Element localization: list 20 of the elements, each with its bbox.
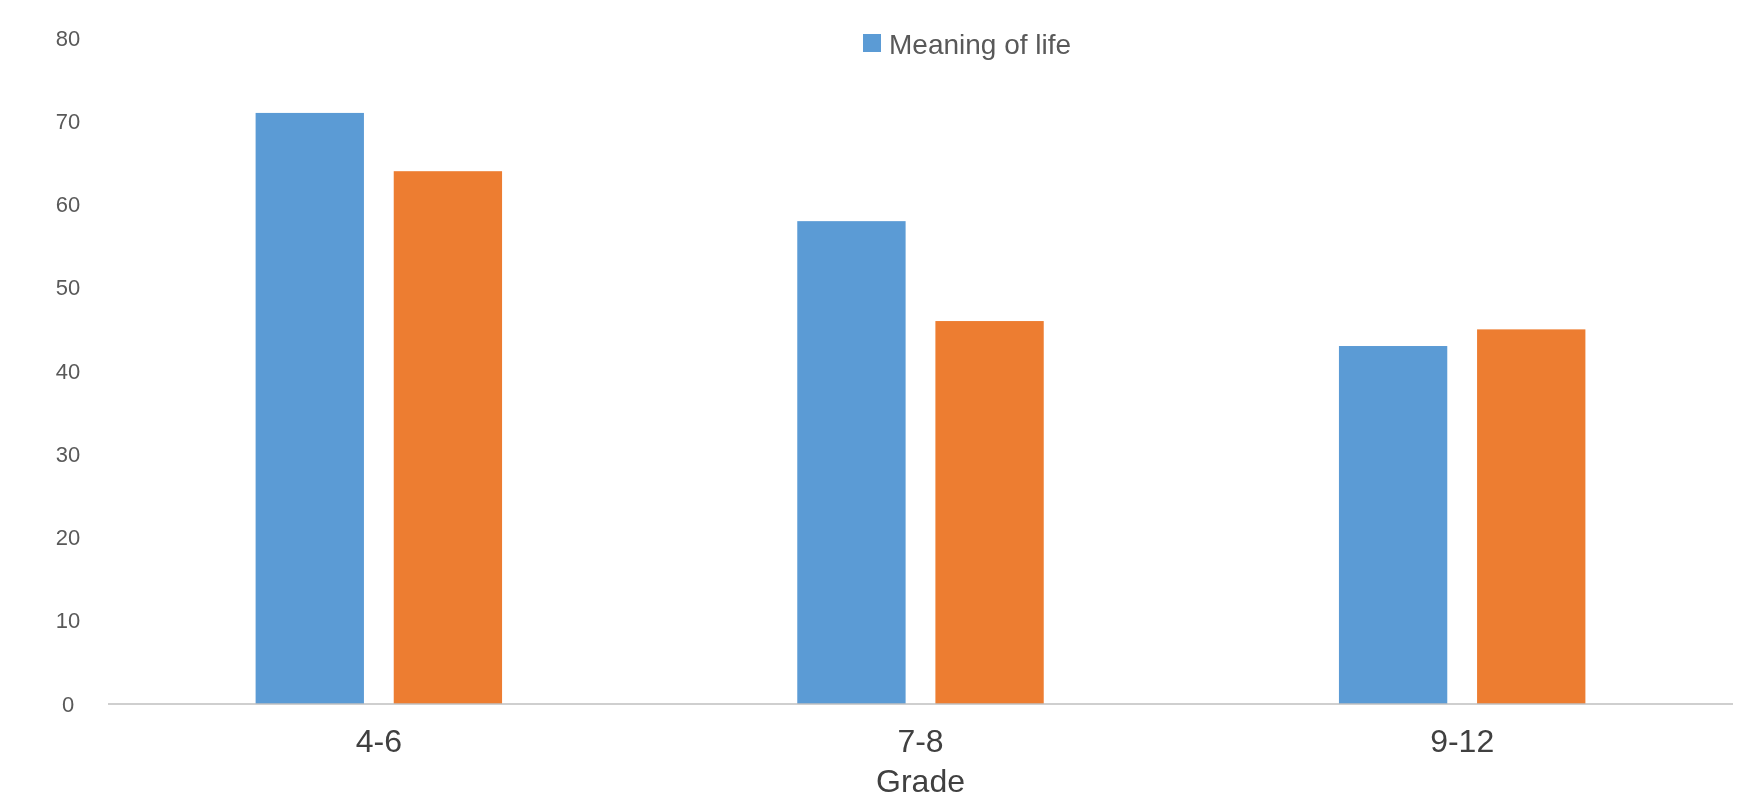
y-tick-label: 80 [55, 25, 81, 51]
y-tick-label: 30 [55, 441, 81, 467]
x-tick-label: 9-12 [1430, 723, 1495, 759]
y-tick-label: 20 [55, 525, 81, 551]
bar [393, 171, 503, 704]
legend-label: Meaning of life [889, 28, 1072, 60]
y-tick-label: 60 [55, 192, 81, 218]
x-tick-label: 4-6 [355, 723, 402, 759]
y-tick-label: 0 [61, 691, 75, 717]
y-tick-label: 70 [55, 108, 81, 134]
x-axis-title: Grade [876, 763, 965, 799]
bar [1338, 346, 1448, 704]
bar [255, 112, 364, 704]
bar [1477, 329, 1586, 704]
y-tick-label: 10 [55, 608, 81, 634]
bar [797, 221, 906, 704]
y-tick-label: 40 [55, 358, 81, 384]
x-tick-label: 7-8 [897, 723, 944, 759]
bar [935, 321, 1044, 704]
y-tick-label: 50 [55, 275, 81, 301]
